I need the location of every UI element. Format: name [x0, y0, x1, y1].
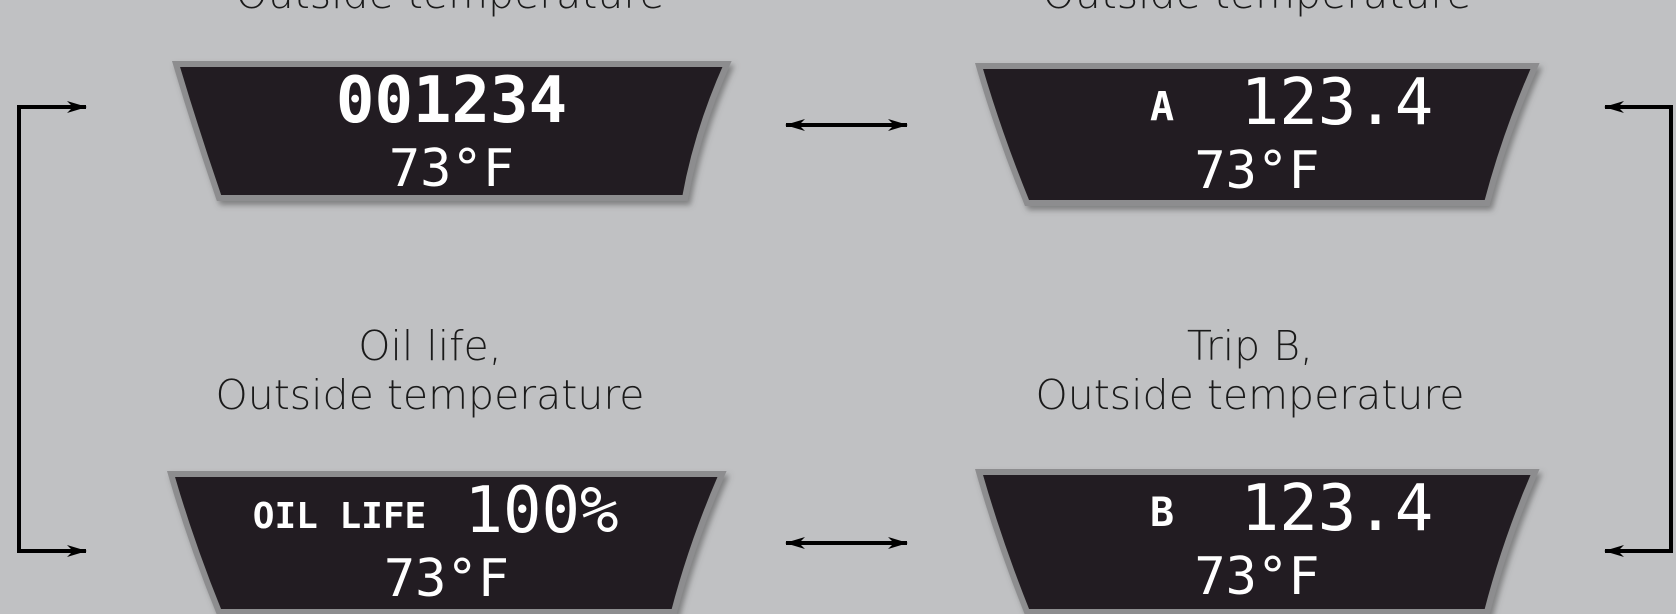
- display-value: 123.4: [1241, 472, 1434, 546]
- display-temperature: 73°F: [389, 139, 514, 199]
- display-panel: [167, 471, 727, 614]
- arrows: [17, 101, 1673, 557]
- display-label: B: [1150, 490, 1174, 536]
- arrow: [1604, 101, 1673, 557]
- display-panel: [171, 61, 732, 201]
- caption: Trip B,: [1187, 322, 1313, 370]
- display-value: 100%: [464, 474, 618, 548]
- caption: Outside temperature: [215, 371, 644, 419]
- display-label: A: [1150, 84, 1174, 130]
- display-label: OIL LIFE: [253, 496, 426, 537]
- display-value: 123.4: [1241, 66, 1434, 140]
- caption: Outside temperature: [1042, 0, 1471, 18]
- display-panel: [975, 469, 1540, 614]
- display-value: 001234: [336, 64, 567, 138]
- display-panel: [974, 63, 1540, 206]
- arrow: [17, 101, 87, 557]
- caption: Outside temperature: [235, 0, 664, 18]
- display-temperature: 73°F: [384, 549, 509, 609]
- display-temperature: 73°F: [1194, 141, 1319, 201]
- caption: Oil life,: [358, 322, 502, 370]
- caption: Outside temperature: [1035, 371, 1464, 419]
- display-temperature: 73°F: [1194, 547, 1319, 607]
